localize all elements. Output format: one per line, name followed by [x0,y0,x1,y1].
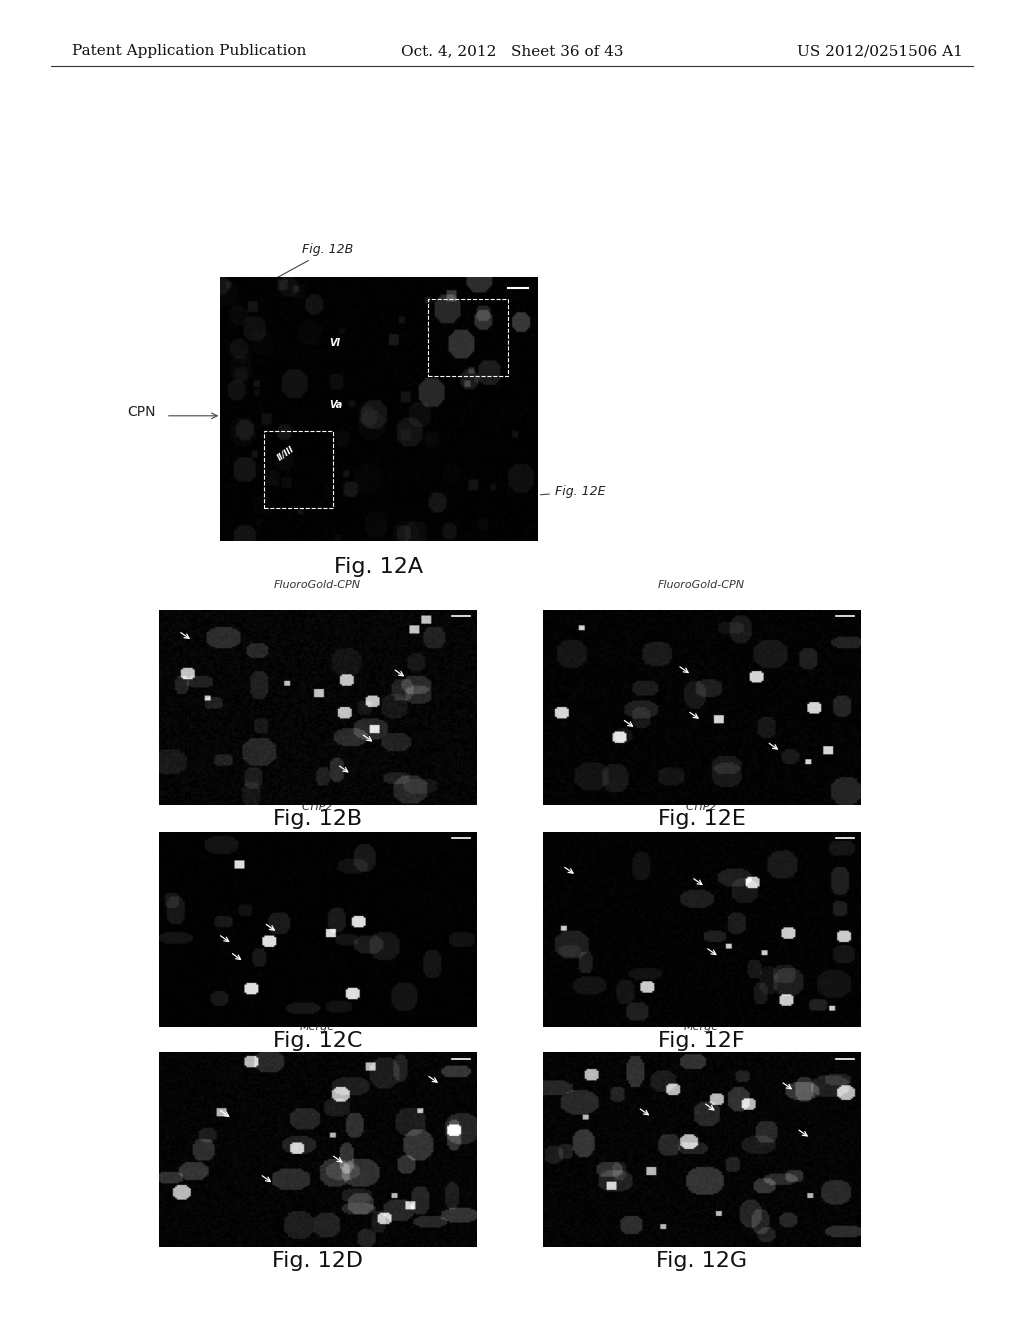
Bar [264,432,333,508]
Text: Fig. 12E: Fig. 12E [541,484,605,498]
Text: Fig. 12C: Fig. 12C [272,1031,362,1051]
Text: CTIP2: CTIP2 [686,801,717,812]
Text: Fig. 12G: Fig. 12G [656,1251,746,1271]
Text: Fig. 12A: Fig. 12A [334,557,424,577]
Text: VI: VI [330,338,340,348]
Text: Oct. 4, 2012   Sheet 36 of 43: Oct. 4, 2012 Sheet 36 of 43 [400,45,624,58]
Text: Va: Va [330,400,343,409]
Text: Fig. 12B: Fig. 12B [270,243,353,281]
Text: CTIP2: CTIP2 [302,801,333,812]
Text: Fig. 12B: Fig. 12B [272,809,362,829]
Text: FluoroGold-CPN: FluoroGold-CPN [657,579,745,590]
Text: FluoroGold-CPN: FluoroGold-CPN [273,579,361,590]
Text: Fig. 12E: Fig. 12E [657,809,745,829]
Text: Merge: Merge [684,1022,719,1032]
Text: II/III: II/III [275,444,296,462]
Text: Merge: Merge [300,1022,335,1032]
Text: Fig. 12D: Fig. 12D [272,1251,362,1271]
Text: Patent Application Publication: Patent Application Publication [72,45,306,58]
Text: US 2012/0251506 A1: US 2012/0251506 A1 [797,45,963,58]
Text: Fig. 12F: Fig. 12F [658,1031,744,1051]
Bar [428,300,508,376]
Text: CPN: CPN [127,405,156,418]
